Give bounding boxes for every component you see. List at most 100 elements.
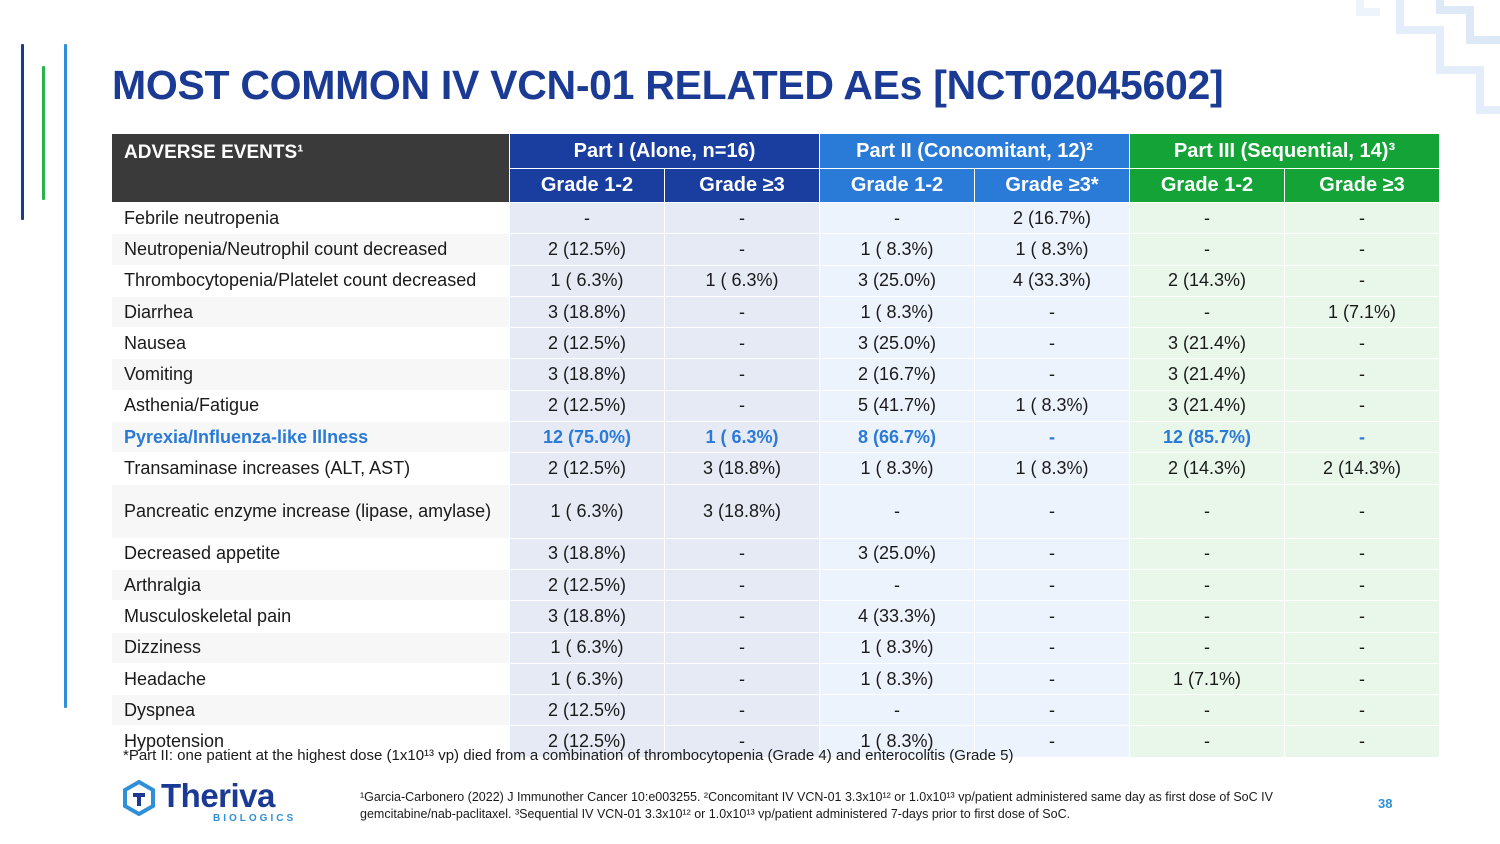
adverse-events-table: ADVERSE EVENTS¹ Part I (Alone, n=16) Par… xyxy=(111,133,1441,758)
value-cell: 1 ( 6.3%) xyxy=(664,421,820,454)
value-cell: 3 (18.8%) xyxy=(664,483,820,539)
event-name-cell: Pancreatic enzyme increase (lipase, amyl… xyxy=(111,483,510,539)
value-cell: 1 ( 8.3%) xyxy=(973,233,1131,266)
value-cell: 3 (18.8%) xyxy=(509,600,665,633)
value-cell: - xyxy=(1284,389,1441,423)
value-cell: - xyxy=(973,600,1131,633)
value-cell: - xyxy=(509,201,665,235)
value-cell: - xyxy=(1284,662,1441,696)
value-cell: 1 ( 8.3%) xyxy=(819,662,975,696)
value-cell: 5 (41.7%) xyxy=(819,389,975,423)
value-cell: - xyxy=(664,295,820,329)
event-name-cell: Neutropenia/Neutrophil count decreased xyxy=(111,233,510,266)
value-cell: - xyxy=(1284,725,1441,758)
value-cell: 1 ( 6.3%) xyxy=(509,483,665,539)
grade-header: Grade 1-2 xyxy=(819,168,975,203)
grade-header: Grade ≥3 xyxy=(1284,168,1441,203)
value-cell: - xyxy=(1129,694,1286,727)
table-row: Febrile neutropenia - - -2 (16.7%) - - xyxy=(111,201,1441,235)
value-cell: - xyxy=(1284,694,1441,727)
value-cell: - xyxy=(1129,725,1286,758)
value-cell: 8 (66.7%) xyxy=(819,421,975,454)
value-cell: - xyxy=(664,694,820,727)
event-name-cell: Dizziness xyxy=(111,631,510,664)
decorative-bar-navy xyxy=(21,44,24,220)
value-cell: - xyxy=(819,568,975,602)
value-cell: - xyxy=(973,662,1131,696)
table-row: Pancreatic enzyme increase (lipase, amyl… xyxy=(111,483,1441,539)
value-cell: 3 (18.8%) xyxy=(509,537,665,570)
logo-subtitle: BIOLOGICS xyxy=(213,813,297,824)
value-cell: - xyxy=(664,600,820,633)
value-cell: - xyxy=(973,725,1131,758)
value-cell: - xyxy=(1284,483,1441,539)
value-cell: - xyxy=(819,694,975,727)
grade-header: Grade ≥3* xyxy=(973,168,1131,203)
table-row: Nausea 2 (12.5%) -3 (25.0%) -3 (21.4%) - xyxy=(111,327,1441,360)
value-cell: 2 (12.5%) xyxy=(509,452,665,485)
value-cell: - xyxy=(1284,600,1441,633)
value-cell: - xyxy=(1129,568,1286,602)
value-cell: 2 (16.7%) xyxy=(973,201,1131,235)
value-cell: 1 ( 8.3%) xyxy=(819,233,975,266)
event-name-cell: Decreased appetite xyxy=(111,537,510,570)
value-cell: - xyxy=(1129,600,1286,633)
value-cell: 2 (12.5%) xyxy=(509,389,665,423)
value-cell: - xyxy=(664,537,820,570)
logo-mark-icon xyxy=(123,779,155,817)
value-cell: - xyxy=(664,201,820,235)
value-cell: 1 ( 6.3%) xyxy=(509,662,665,696)
value-cell: 2 (16.7%) xyxy=(819,358,975,391)
value-cell: - xyxy=(819,483,975,539)
value-cell: - xyxy=(973,694,1131,727)
table-row: Transaminase increases (ALT, AST) 2 (12.5… xyxy=(111,452,1441,485)
value-cell: 3 (21.4%) xyxy=(1129,327,1286,360)
value-cell: - xyxy=(664,631,820,664)
value-cell: 1 (7.1%) xyxy=(1284,295,1441,329)
table-row: Dyspnea 2 (12.5%) - - - - - xyxy=(111,694,1441,727)
value-cell: 1 ( 8.3%) xyxy=(819,295,975,329)
grade-header: Grade ≥3 xyxy=(664,168,820,203)
value-cell: - xyxy=(1284,327,1441,360)
table-row: Asthenia/Fatigue 2 (12.5%) -5 (41.7%) 1 ( 8… xyxy=(111,389,1441,423)
table-row: Headache 1 ( 6.3%) -1 ( 8.3%) -1 (7.1%) - xyxy=(111,662,1441,696)
table-row: Thrombocytopenia/Platelet count decrease… xyxy=(111,264,1441,297)
value-cell: - xyxy=(973,421,1131,454)
value-cell: 1 ( 8.3%) xyxy=(973,389,1131,423)
value-cell: - xyxy=(1129,233,1286,266)
event-name-cell: Vomiting xyxy=(111,358,510,391)
value-cell: 2 (12.5%) xyxy=(509,568,665,602)
corner-decoration xyxy=(1356,0,1500,114)
value-cell: - xyxy=(1284,421,1441,454)
value-cell: - xyxy=(973,327,1131,360)
value-cell: - xyxy=(664,568,820,602)
value-cell: 3 (18.8%) xyxy=(509,358,665,391)
part-2-header: Part II (Concomitant, 12)² xyxy=(818,133,1131,169)
value-cell: - xyxy=(664,389,820,423)
value-cell: - xyxy=(1129,631,1286,664)
value-cell: - xyxy=(664,725,820,758)
value-cell: 2 (12.5%) xyxy=(509,233,665,266)
event-name-cell: Thrombocytopenia/Platelet count decrease… xyxy=(111,264,510,297)
value-cell: - xyxy=(664,233,820,266)
event-name-cell: Diarrhea xyxy=(111,295,510,329)
events-column-header: ADVERSE EVENTS¹ xyxy=(111,133,510,203)
value-cell: - xyxy=(1129,483,1286,539)
grade-header: Grade 1-2 xyxy=(1129,168,1286,203)
theriva-logo: Theriva BIOLOGICS xyxy=(121,777,301,828)
slide-title: MOST COMMON IV VCN-01 RELATED AEs [NCT02… xyxy=(112,62,1224,108)
value-cell: - xyxy=(1129,295,1286,329)
event-name-cell: Headache xyxy=(111,662,510,696)
value-cell: 1 ( 6.3%) xyxy=(664,264,820,297)
table-row: Decreased appetite 3 (18.8%) -3 (25.0%) - - - xyxy=(111,537,1441,570)
table-row: Diarrhea 3 (18.8%) -1 ( 8.3%) - -1 (7.1%) xyxy=(111,295,1441,329)
value-cell: - xyxy=(1129,537,1286,570)
event-name-cell: Arthralgia xyxy=(111,568,510,602)
value-cell: 2 (14.3%) xyxy=(1129,264,1286,297)
footnote-death: *Part II: one patient at the highest dos… xyxy=(123,747,1014,764)
value-cell: - xyxy=(1129,201,1286,235)
value-cell: - xyxy=(1284,201,1441,235)
event-name-cell: Nausea xyxy=(111,327,510,360)
value-cell: 2 (14.3%) xyxy=(1284,452,1441,485)
event-name-cell: Transaminase increases (ALT, AST) xyxy=(111,452,510,485)
